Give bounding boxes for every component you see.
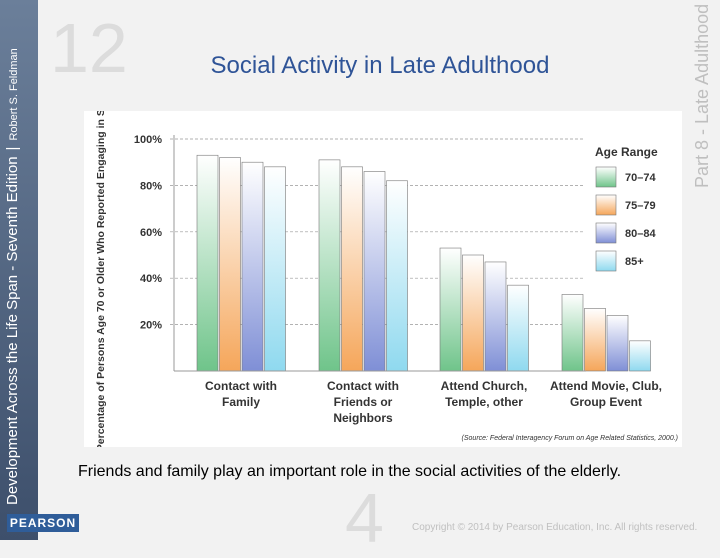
bar-2-85+ bbox=[386, 180, 408, 372]
y-axis-label: Percentage of Persons Age 70 or Older Wh… bbox=[95, 111, 107, 447]
legend-label: 85+ bbox=[625, 256, 644, 268]
book-title: Development Across the Life Span - Seven… bbox=[4, 156, 21, 505]
legend-swatch bbox=[595, 166, 617, 188]
x-category-label: Family bbox=[222, 395, 260, 409]
x-category-label: Friends or bbox=[334, 395, 393, 409]
title-separator: | bbox=[4, 146, 21, 151]
bar-4-70–74 bbox=[561, 294, 584, 372]
legend-swatch bbox=[595, 222, 617, 244]
legend: Age Range 70–74 75–79 80–84 85+ bbox=[595, 145, 658, 272]
legend-title: Age Range bbox=[595, 145, 658, 159]
bar-1-85+ bbox=[264, 166, 286, 372]
author-name: Robert S. Feldman bbox=[8, 48, 20, 141]
x-category-label: Contact with bbox=[205, 379, 277, 393]
bar-4-80–84 bbox=[606, 315, 629, 372]
left-sidebar-band bbox=[0, 0, 38, 540]
x-category-labels: Contact with Family Contact with Friends or… bbox=[205, 379, 662, 425]
legend-swatch bbox=[595, 250, 617, 272]
x-category-label: Neighbors bbox=[333, 411, 393, 425]
legend-label: 75–79 bbox=[625, 200, 656, 212]
bar-chart: 100%80%60%40%20% Contact withFamilyConta… bbox=[95, 45, 678, 452]
bar-4-75–79 bbox=[584, 308, 606, 372]
bar-2-70–74 bbox=[318, 159, 341, 372]
bar-1-80–84 bbox=[241, 161, 264, 372]
y-tick-label: 40% bbox=[140, 273, 162, 285]
bars bbox=[196, 154, 651, 372]
bar-3-70–74 bbox=[439, 247, 462, 372]
bar-3-80–84 bbox=[484, 261, 507, 372]
legend-label: 70–74 bbox=[625, 172, 656, 184]
y-tick-label: 80% bbox=[140, 180, 162, 192]
y-tick-label: 100% bbox=[134, 134, 162, 146]
pearson-logo: PEARSON bbox=[7, 514, 79, 532]
legend-label: 80–84 bbox=[625, 228, 656, 240]
x-category-label: Attend Church, bbox=[441, 379, 528, 393]
legend-swatch bbox=[595, 194, 617, 216]
book-title-vertical: Development Across the Life Span - Seven… bbox=[4, 5, 21, 505]
chart-figure: 100% 80% 60% 40% 20% Contact with Family Conta… bbox=[84, 45, 682, 452]
bar-4-85+ bbox=[629, 340, 651, 372]
copyright-notice: Copyright © 2014 by Pearson Education, I… bbox=[412, 522, 698, 533]
source-note: (Source: Federal Interagency Forum on Ag… bbox=[462, 435, 678, 442]
bar-1-75–79 bbox=[219, 157, 241, 372]
slide-caption: Friends and family play an important rol… bbox=[78, 463, 622, 480]
axes bbox=[173, 135, 586, 372]
bar-2-80–84 bbox=[363, 171, 386, 372]
x-category-label: Temple, other bbox=[445, 395, 523, 409]
part-label: Part 8 - Late Adulthood bbox=[692, 3, 712, 188]
y-tick-label: 60% bbox=[140, 227, 162, 239]
y-tick-labels: 100% 80% 60% 40% 20% bbox=[134, 134, 162, 332]
background-number-twelve: 12 bbox=[50, 9, 128, 87]
x-category-label: Attend Movie, Club, bbox=[550, 379, 662, 393]
bar-2-75–79 bbox=[341, 166, 363, 372]
x-category-label: Contact with bbox=[327, 379, 399, 393]
slide-title: Social Activity in Late Adulthood bbox=[210, 52, 550, 79]
bar-3-85+ bbox=[507, 284, 529, 372]
x-category-label: Group Event bbox=[570, 395, 642, 409]
bar-1-70–74 bbox=[196, 154, 219, 372]
background-number-four: 4 bbox=[345, 479, 384, 557]
y-tick-label: 20% bbox=[140, 320, 162, 332]
bar-3-75–79 bbox=[462, 254, 484, 372]
